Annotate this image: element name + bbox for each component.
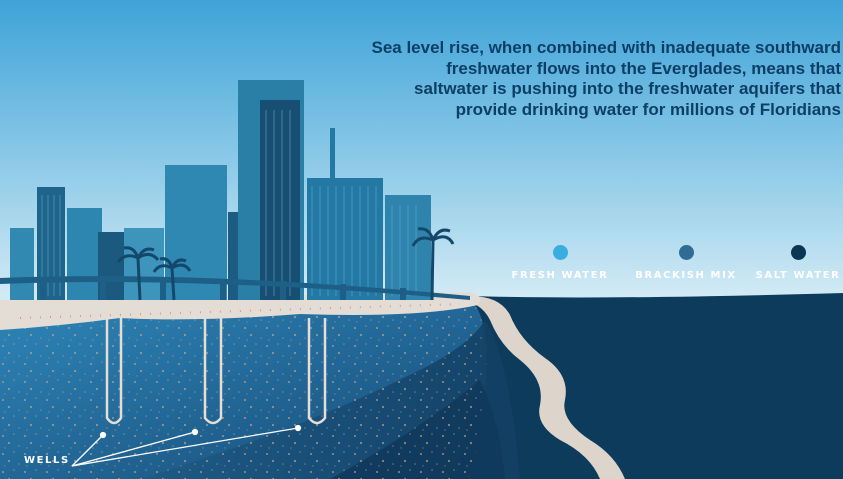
building-windows (41, 110, 417, 296)
legend-label: BRACKISH MIX (635, 270, 737, 281)
infographic-caption: Sea level rise, when combined with inade… (321, 38, 841, 120)
water-type-legend: FRESH WATER BRACKISH MIX SALT WATER (500, 245, 843, 290)
building (260, 100, 300, 300)
causeway-pillar (340, 284, 346, 300)
well-pointer-dot (294, 424, 302, 432)
fresh-water-dot-icon (552, 245, 568, 260)
legend-item-brackish-mix: BRACKISH MIX (630, 245, 742, 281)
causeway-pillar (100, 280, 106, 300)
legend-item-fresh-water: FRESH WATER (508, 245, 612, 281)
palm-trees (116, 227, 455, 301)
building (10, 228, 34, 300)
caption-line: provide drinking water for millions of F… (455, 99, 841, 119)
caption-line: freshwater flows into the Everglades, me… (446, 58, 841, 78)
sediment-speckle (0, 305, 487, 479)
wells-label: WELLS (24, 455, 70, 466)
causeway-pillar (40, 282, 46, 300)
palm-tree (116, 246, 160, 301)
well-shaft (307, 318, 327, 425)
salt-water-dot-icon (790, 245, 806, 260)
beach-dots (19, 303, 461, 319)
brackish-mix-dot-icon (678, 245, 694, 260)
caption-line: saltwater is pushing into the freshwater… (414, 79, 841, 98)
legend-item-salt-water: SALT WATER (754, 245, 842, 281)
causeway-pillar (280, 281, 286, 300)
causeway-pillar (400, 288, 406, 300)
causeway (0, 276, 470, 300)
causeway-pillar (220, 279, 226, 300)
wells (105, 318, 327, 425)
building (330, 128, 335, 180)
sand-shore (455, 296, 625, 479)
causeway-pillar (160, 278, 166, 300)
legend-label: FRESH WATER (511, 270, 609, 281)
causeway-deck (0, 276, 470, 300)
well-shaft (105, 318, 123, 425)
legend-label: SALT WATER (755, 270, 841, 281)
palm-tree (152, 257, 192, 301)
well-pointer-dot (99, 431, 107, 439)
building (67, 208, 102, 300)
well-pointers (71, 424, 302, 467)
well-pointer-dot (191, 428, 199, 436)
caption-line: Sea level rise, when combined with inade… (371, 38, 841, 57)
building (124, 228, 164, 300)
palm-tree (411, 227, 455, 301)
ocean (470, 293, 843, 479)
well-shaft (203, 318, 223, 425)
building (307, 178, 383, 300)
